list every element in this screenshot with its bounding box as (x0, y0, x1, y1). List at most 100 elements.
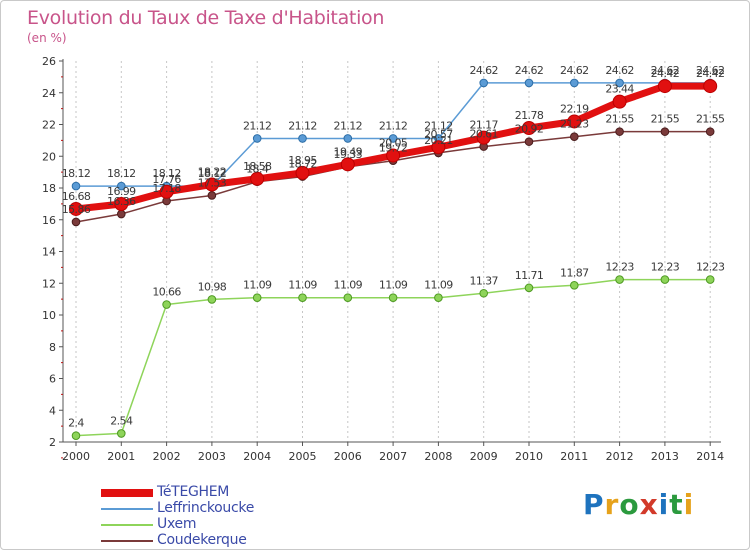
data-point (570, 281, 579, 290)
y-tick-label: 8 (49, 341, 56, 354)
x-tick-label: 2008 (424, 450, 452, 463)
data-label: 10.66 (152, 286, 181, 299)
x-tick-label: 2010 (515, 450, 543, 463)
data-label: 18.12 (198, 167, 227, 180)
data-label: 12.23 (605, 261, 634, 274)
data-label: 11.37 (469, 274, 498, 287)
data-label: 11.87 (560, 266, 589, 279)
data-point (340, 157, 355, 172)
data-point (524, 78, 534, 88)
data-label: 12.23 (696, 261, 725, 274)
y-tick-label: 4 (49, 404, 56, 417)
data-point (117, 429, 126, 438)
proxiti-logo: Proxiti (583, 488, 694, 521)
data-point (204, 177, 219, 192)
x-tick-label: 2006 (334, 450, 362, 463)
data-label: 20.61 (469, 128, 498, 141)
data-point (250, 171, 265, 186)
data-point (524, 283, 534, 293)
x-tick-label: 2001 (107, 450, 135, 463)
y-tick-label: 18 (42, 182, 56, 195)
data-point (252, 293, 262, 302)
legend-label: Uxem (157, 516, 197, 532)
y-tick-label: 6 (49, 373, 56, 386)
data-point (615, 78, 624, 88)
data-point (298, 293, 307, 302)
data-point (434, 293, 443, 302)
data-point (524, 137, 534, 146)
data-label: 24.42 (696, 67, 725, 80)
data-label: 24.42 (651, 67, 680, 80)
legend-label: Coudekerque (157, 532, 247, 548)
data-label: 16.99 (107, 185, 136, 198)
data-point (162, 300, 171, 309)
data-point (71, 181, 81, 191)
legend-swatch (101, 489, 153, 497)
data-label: 16.68 (62, 190, 91, 203)
data-point (705, 275, 715, 284)
data-label: 18.72 (288, 158, 317, 171)
x-tick-label: 2005 (289, 450, 317, 463)
data-point (522, 120, 536, 135)
data-label: 24.62 (560, 64, 589, 77)
data-label: 24.62 (605, 64, 634, 77)
data-label: 18.95 (288, 154, 317, 167)
data-label: 24.62 (469, 64, 498, 77)
legend-label: Leffrinckoucke (157, 500, 255, 516)
data-label: 11.09 (424, 279, 453, 292)
data-point (71, 217, 81, 227)
data-label: 20.21 (424, 134, 453, 147)
data-point (612, 94, 627, 109)
x-tick-label: 2012 (606, 450, 634, 463)
x-tick-label: 2000 (62, 450, 90, 463)
data-label: 17.53 (198, 176, 227, 189)
y-tick-label: 12 (42, 277, 56, 290)
x-tick-label: 2013 (651, 450, 679, 463)
y-tick-label: 24 (42, 87, 56, 100)
data-label: 12.23 (651, 261, 680, 274)
logo-letter: o (619, 488, 640, 521)
data-label: 19.72 (379, 142, 408, 155)
data-point (207, 295, 217, 304)
logo-letter: i (658, 488, 670, 521)
data-label: 21.12 (334, 119, 363, 132)
data-label: 24.62 (696, 64, 725, 77)
data-point (615, 275, 624, 284)
data-label: 21.23 (560, 118, 589, 131)
data-point (476, 130, 491, 145)
data-label: 24.62 (515, 64, 544, 77)
data-label: 2.54 (110, 414, 133, 427)
y-tick-label: 10 (42, 309, 56, 322)
data-label: 21.55 (696, 113, 725, 126)
data-point (71, 431, 81, 440)
data-label: 18.4 (246, 163, 269, 176)
x-tick-label: 2014 (696, 450, 724, 463)
x-tick-label: 2004 (243, 450, 271, 463)
x-tick-label: 2009 (470, 450, 498, 463)
legend-swatch (101, 508, 153, 510)
data-point (660, 275, 670, 284)
data-point (159, 184, 174, 199)
x-tick-label: 2011 (560, 450, 588, 463)
chart-subtitle: (en %) (27, 31, 67, 45)
data-label: 22.19 (560, 102, 589, 115)
data-point (479, 288, 489, 298)
data-label: 16.36 (107, 195, 136, 208)
x-tick-label: 2007 (379, 450, 407, 463)
data-label: 21.12 (379, 119, 408, 132)
legend-label: TéTEGHEM (157, 484, 230, 500)
data-label: 21.12 (243, 119, 272, 132)
data-point (570, 132, 579, 142)
data-label: 11.09 (243, 279, 272, 292)
data-point (660, 127, 670, 136)
logo-letter: i (683, 488, 695, 521)
data-point (388, 134, 398, 143)
data-point (117, 209, 126, 219)
data-label: 11.09 (334, 279, 363, 292)
x-tick-label: 2003 (198, 450, 226, 463)
data-label: 21.12 (288, 119, 317, 132)
y-tick-label: 14 (42, 246, 56, 259)
logo-letter: x (639, 488, 659, 521)
data-label: 18.12 (62, 167, 91, 180)
